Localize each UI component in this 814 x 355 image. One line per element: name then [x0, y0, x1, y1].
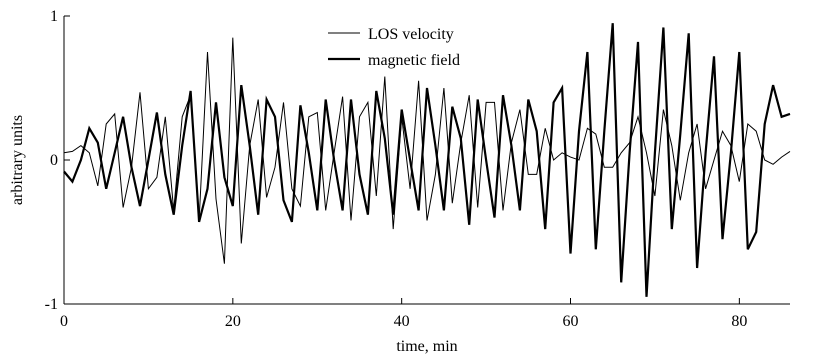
y-tick-label: 0 — [50, 152, 58, 169]
series-layer — [63, 23, 791, 297]
y-tick-label: 1 — [50, 8, 58, 25]
series-line-magnetic-field — [63, 23, 791, 297]
x-tick-label: 60 — [563, 313, 579, 330]
x-tick-label: 80 — [731, 313, 747, 330]
x-axis-label: time, min — [396, 338, 457, 355]
y-axis-label: arbitrary units — [9, 115, 26, 205]
x-ticks: 0 20 40 60 80 — [60, 298, 747, 330]
x-tick-label: 40 — [394, 313, 410, 330]
y-tick-label: -1 — [45, 296, 58, 313]
y-ticks: -1 0 1 — [45, 8, 70, 313]
legend-label-magnetic-field: magnetic field — [368, 52, 460, 69]
x-tick-label: 0 — [60, 313, 68, 330]
x-tick-label: 20 — [225, 313, 241, 330]
legend: LOS velocity magnetic field — [328, 26, 460, 69]
series-line-los-velocity — [63, 37, 791, 264]
legend-label-los-velocity: LOS velocity — [368, 26, 454, 43]
